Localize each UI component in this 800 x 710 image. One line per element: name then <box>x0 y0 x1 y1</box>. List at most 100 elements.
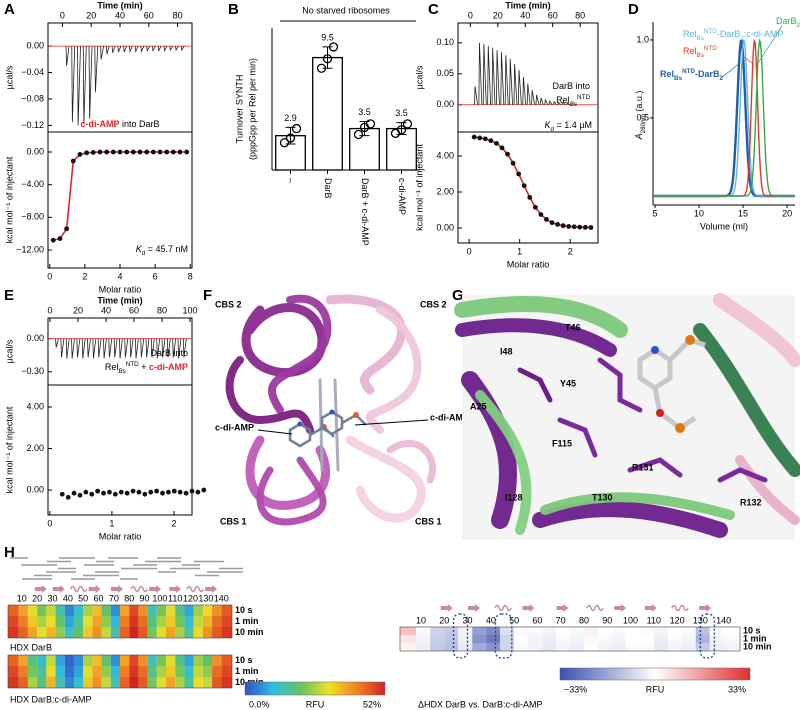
heat-cell <box>92 616 102 627</box>
heat-cell <box>18 655 28 666</box>
heat-cell <box>202 677 213 688</box>
data-point <box>201 487 207 493</box>
y-tick-label: −0.08 <box>21 93 44 103</box>
ribbon <box>386 440 437 484</box>
data-point <box>538 212 544 217</box>
structure-label: c-di-AMP <box>215 422 254 432</box>
heat-cell <box>27 605 38 616</box>
heat-cell <box>46 605 56 616</box>
heat-cell <box>147 655 157 666</box>
data-point <box>532 204 538 210</box>
heat-cell <box>193 616 203 627</box>
x-tick-label: 40 <box>101 305 111 315</box>
data-point <box>65 494 71 500</box>
injection-peak <box>134 45 139 53</box>
data-point <box>84 150 90 156</box>
y-tick-label: 0.05 <box>436 68 454 78</box>
panel-label: H <box>4 544 15 561</box>
data-point <box>164 149 170 155</box>
heat-cell <box>175 677 185 688</box>
data-point <box>177 489 183 495</box>
residue-tick-label: 40 <box>486 615 496 625</box>
data-point <box>516 171 522 177</box>
injection-peak <box>108 338 113 358</box>
heat-cell <box>37 666 47 677</box>
legend-label-part: NTD <box>682 68 695 75</box>
data-point <box>544 216 549 222</box>
heat-cell <box>583 643 598 651</box>
heat-cell <box>193 627 203 638</box>
residue-label: T130 <box>592 492 613 502</box>
annotation: DarB into <box>552 81 590 91</box>
y-axis-title: Turnover SYNTH <box>234 75 244 144</box>
heat-cell <box>166 677 176 688</box>
heat-cell <box>444 627 459 635</box>
heat-cell <box>184 616 194 627</box>
data-point <box>124 149 130 155</box>
heat-cell <box>129 627 139 638</box>
injection-peak <box>92 338 97 359</box>
x-axis-title: Molar ratio <box>99 284 142 294</box>
x-tick-label: 5 <box>653 208 658 218</box>
heat-cell <box>611 643 626 651</box>
residue-tick-label: 40 <box>63 593 73 603</box>
heat-cell <box>528 643 543 651</box>
annotation-part: DarB into <box>552 81 590 91</box>
x-tick-label: DarB <box>323 178 333 199</box>
heat-cell <box>27 677 38 688</box>
injection-peak <box>177 338 182 359</box>
injection-peak <box>478 42 483 105</box>
leader-line <box>757 25 783 64</box>
heat-cell <box>500 635 515 643</box>
strand <box>440 604 453 612</box>
y-axis-title: A280nm (a.u.) <box>634 91 646 141</box>
heat-cell <box>73 666 84 677</box>
y-tick-label: 0.00 <box>26 146 44 156</box>
annotation: RelBsNTD <box>556 94 590 108</box>
data-point <box>130 488 136 494</box>
heat-cell <box>202 627 213 638</box>
color-bar-label: 33% <box>728 684 746 694</box>
data-point <box>160 490 165 496</box>
residue-tick-label: 70 <box>109 593 119 603</box>
highlight <box>494 613 513 659</box>
heat-cell <box>101 627 111 638</box>
heat-cell <box>55 666 65 677</box>
heat-cell <box>138 627 148 638</box>
leader-line <box>741 38 744 64</box>
data-point <box>582 224 588 230</box>
heat-cell <box>55 655 65 666</box>
heat-frame <box>7 604 233 639</box>
y-tick-label: 0.5 <box>636 112 649 122</box>
heat-cell <box>695 635 710 643</box>
structure-label: c-di-AMP <box>430 412 469 422</box>
heat-cell <box>695 627 710 635</box>
heat-cell <box>46 677 56 688</box>
heat-cell <box>175 666 185 677</box>
residue-tick-label: 130 <box>693 615 708 625</box>
heat-cell <box>37 655 47 666</box>
data-point <box>57 236 63 241</box>
heat-cell <box>723 643 740 651</box>
heat-cell <box>514 643 529 651</box>
heat-cell <box>64 627 74 638</box>
heat-cell <box>528 635 543 643</box>
legend-label-part: Bs <box>697 35 704 42</box>
heat-cell <box>27 655 38 666</box>
y-tick-label: 4.00 <box>26 401 44 411</box>
ligand-atom <box>329 409 335 415</box>
structure-label: CBS 2 <box>420 299 447 309</box>
injection-peak <box>548 99 553 105</box>
legend-label-part: 2 <box>740 35 744 42</box>
residue-tick-label: 70 <box>556 615 566 625</box>
heat-cell <box>486 643 501 651</box>
heat-cell <box>472 643 487 651</box>
legend-label-part: -DarB <box>717 29 741 39</box>
heat-cell <box>8 677 19 688</box>
structure-label: CBS 1 <box>220 516 247 526</box>
ribbon <box>345 435 426 523</box>
x-tick-label: 60 <box>129 305 139 315</box>
x-tick-label: 0 <box>467 246 472 256</box>
color-bar-label: −33% <box>564 684 587 694</box>
elution-curve <box>653 39 795 198</box>
